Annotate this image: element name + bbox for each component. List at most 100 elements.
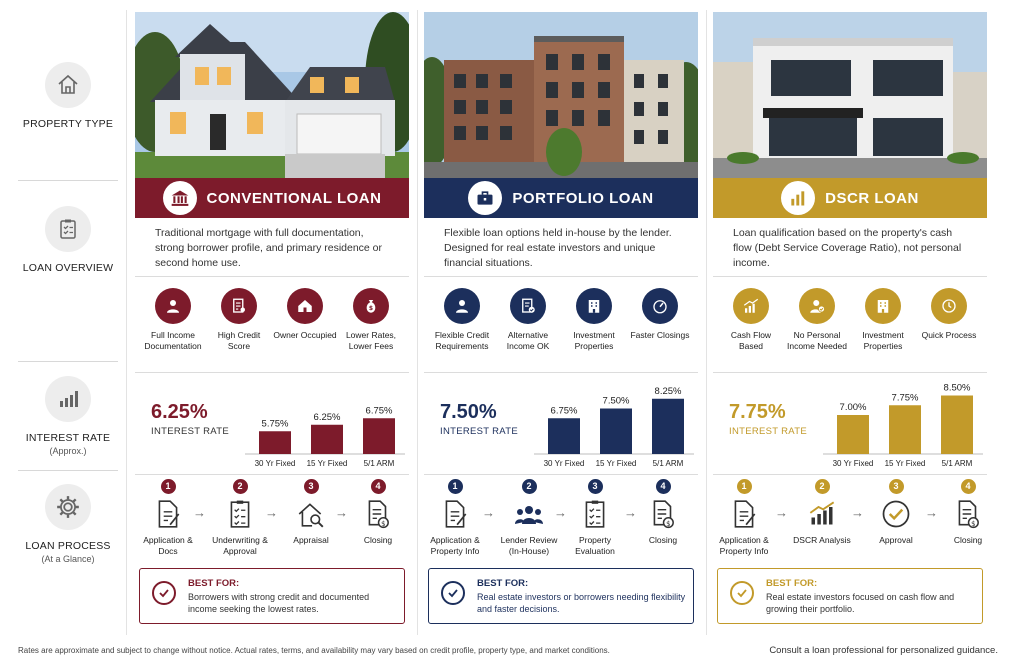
step-number: 3 <box>303 479 319 494</box>
svg-text:$: $ <box>381 520 385 528</box>
check-circle-icon <box>730 581 754 605</box>
bar-value-label: 8.25% <box>655 386 682 397</box>
step-label: Appraisal <box>293 535 329 545</box>
process-step: 4 $ Closing <box>630 479 696 546</box>
interest-rate-value: 6.25% <box>151 401 208 423</box>
closing-doc-icon: $ <box>630 498 696 530</box>
person-icon <box>155 288 191 324</box>
divider <box>424 276 698 277</box>
step-label: Application & Docs <box>143 535 193 556</box>
x-tick-label: 5/1 ARM <box>942 459 973 468</box>
interest-rate-summary: 7.75% INTEREST RATE <box>729 401 829 437</box>
interest-rate-value: 7.50% <box>440 401 497 423</box>
arrow-right-icon: → <box>925 505 938 520</box>
bar-value-label: 6.75% <box>551 405 578 416</box>
divider <box>135 474 409 475</box>
bar-value-label: 8.50% <box>944 383 971 394</box>
divider <box>135 372 409 373</box>
feature-label: Quick Process <box>921 330 977 340</box>
bar <box>311 424 343 454</box>
loan-process-steps: 1 Application & Property Info → 2 Lender… <box>424 479 698 563</box>
feature-label: High Credit Score <box>217 330 261 351</box>
divider <box>424 372 698 373</box>
building-icon <box>576 288 612 324</box>
feature-list: Cash Flow Based No Personal Income Neede… <box>713 288 987 352</box>
interest-rate-caption: INTEREST RATE <box>151 426 229 437</box>
feature-label: Owner Occupied <box>273 330 337 340</box>
best-for-box: BEST FOR: Borrowers with strong credit a… <box>139 568 405 624</box>
house-photo <box>135 12 409 178</box>
feature-label: Investment Properties <box>862 330 904 351</box>
row-labels: PROPERTY TYPE LOAN OVERVIEW INTEREST RAT… <box>0 0 128 640</box>
bar-value-label: 7.50% <box>603 396 630 407</box>
bar-value-label: 7.00% <box>840 402 867 413</box>
loan-process-steps: 1 Application & Docs → 2 Underwriting & … <box>135 479 409 563</box>
process-step: 2 Lender Review (In-House) <box>496 479 562 557</box>
step-number: 2 <box>232 479 248 494</box>
x-tick-label: 30 Yr Fixed <box>544 459 585 468</box>
best-for-text: Real estate investors focused on cash fl… <box>766 592 955 614</box>
commercial-building-photo <box>713 12 987 178</box>
closing-doc-icon: $ <box>345 498 411 530</box>
loan-title: DSCR LOAN <box>825 189 919 207</box>
x-tick-label: 15 Yr Fixed <box>307 459 348 468</box>
dscr-loan-column: DSCR LOAN Loan qualification based on th… <box>713 12 987 632</box>
check-circle-icon <box>441 581 465 605</box>
column-divider <box>706 10 707 635</box>
loan-overview-label: LOAN OVERVIEW <box>22 262 114 274</box>
step-number: 3 <box>587 479 603 494</box>
interest-rate-value: 7.75% <box>729 401 786 423</box>
interest-rate-summary: 6.25% INTEREST RATE <box>151 401 251 437</box>
feature-item: $ Lower Rates, Lower Fees <box>339 288 403 352</box>
step-number: 4 <box>960 479 976 494</box>
step-number: 1 <box>736 479 752 494</box>
loan-overview-text: Loan qualification based on the property… <box>733 227 962 269</box>
bar <box>548 418 580 454</box>
arrow-right-icon: → <box>775 505 788 520</box>
svg-text:$: $ <box>369 305 373 312</box>
bar <box>889 405 921 454</box>
arrow-right-icon: → <box>554 505 567 520</box>
feature-item: Faster Closings <box>628 288 692 352</box>
x-tick-label: 15 Yr Fixed <box>596 459 637 468</box>
feature-label: Flexible Credit Requirements <box>434 330 490 351</box>
clock-icon <box>931 288 967 324</box>
step-label: Closing <box>648 535 678 545</box>
clipboard-icon <box>45 206 91 252</box>
process-step: 3 Property Evaluation <box>562 479 628 557</box>
bar-chart-icon <box>45 376 91 422</box>
divider <box>713 474 987 475</box>
best-for-heading: BEST FOR: <box>766 578 818 589</box>
divider <box>18 180 118 181</box>
bar <box>652 398 684 454</box>
bar <box>363 418 395 454</box>
feature-item: Flexible Credit Requirements <box>430 288 494 352</box>
arrow-right-icon: → <box>335 505 348 520</box>
step-number: 4 <box>655 479 671 494</box>
feature-item: Alternative Income OK <box>496 288 560 352</box>
bar-chart-icon <box>781 181 816 215</box>
arrow-right-icon: → <box>265 505 278 520</box>
bar-value-label: 5.75% <box>262 418 289 429</box>
step-number: 1 <box>160 479 176 494</box>
bar-value-label: 7.75% <box>892 392 919 403</box>
money-bag-icon: $ <box>353 288 389 324</box>
feature-label: Alternative Income OK <box>506 330 550 351</box>
house-icon <box>45 62 91 108</box>
portfolio-loan-column: PORTFOLIO LOAN Flexible loan options hel… <box>424 12 698 632</box>
feature-label: Lower Rates, Lower Fees <box>345 330 397 351</box>
process-step: 1 Application & Property Info <box>422 479 488 557</box>
bank-icon <box>162 181 197 215</box>
feature-item: High Credit Score <box>207 288 271 352</box>
feature-label: Full Income Documentation <box>144 330 202 351</box>
step-number: 2 <box>521 479 537 494</box>
apartment-building-photo <box>424 12 698 178</box>
bar <box>941 395 973 454</box>
gear-icon <box>45 484 91 530</box>
loan-process-sublabel: (At a Glance) <box>41 554 95 564</box>
feature-label: Faster Closings <box>630 330 690 340</box>
arrow-right-icon: → <box>482 505 495 520</box>
best-for-text: Borrowers with strong credit and documen… <box>188 592 370 614</box>
document-check-icon <box>510 288 546 324</box>
document-icon <box>711 498 777 530</box>
